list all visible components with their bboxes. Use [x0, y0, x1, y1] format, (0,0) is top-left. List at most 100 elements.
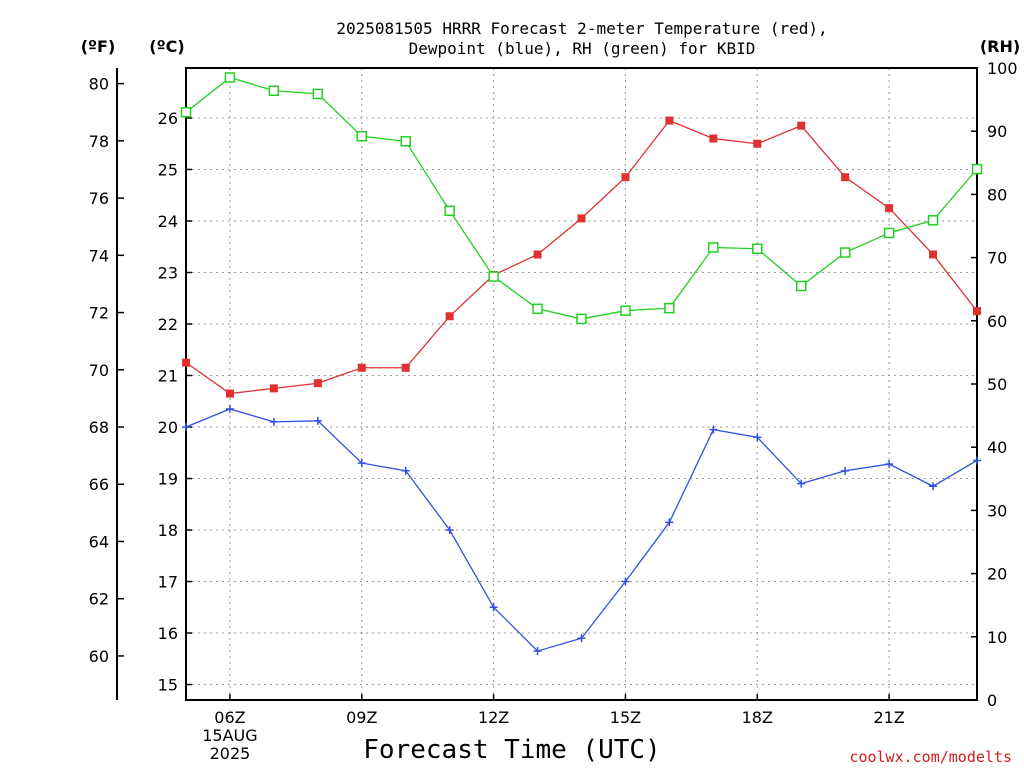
chart-title-line-1: 2025081505 HRRR Forecast 2-meter Tempera…: [336, 19, 827, 38]
data-point: [973, 456, 981, 465]
data-point: [533, 647, 542, 656]
celsius-tick-label: 21: [158, 367, 178, 386]
fahrenheit-tick-label: 68: [89, 418, 109, 437]
data-point: [313, 416, 322, 425]
data-point: [708, 242, 719, 253]
fahrenheit-tick-label: 80: [89, 75, 109, 94]
data-point: [356, 131, 368, 142]
series-temperature: [182, 116, 981, 398]
data-point: [445, 312, 454, 321]
series: [180, 72, 983, 656]
series-line: [185, 119, 978, 395]
x-tick-label: 15Z: [610, 708, 641, 727]
data-point: [753, 139, 762, 148]
data-point: [885, 204, 894, 213]
data-point: [841, 173, 850, 182]
celsius-tick-label: 23: [158, 263, 178, 282]
data-point: [577, 634, 586, 643]
data-point: [709, 134, 718, 143]
rh-tick-label: 0: [987, 691, 997, 710]
x-tick-label: 15AUG: [202, 726, 257, 745]
data-point: [839, 247, 851, 258]
rh-tick-label: 60: [987, 312, 1007, 331]
data-point: [797, 121, 806, 130]
x-tick-label: 21Z: [873, 708, 904, 727]
data-point: [444, 205, 455, 217]
chart-title-line-2: Dewpoint (blue), RH (green) for KBID: [409, 39, 756, 58]
series-dewpoint: [182, 404, 981, 656]
rh-tick-label: 100: [987, 59, 1018, 78]
data-point: [225, 404, 234, 413]
data-point: [577, 214, 586, 223]
x-tick-label: 2025: [210, 744, 251, 763]
data-point: [665, 116, 674, 125]
plot-frame: [185, 67, 978, 701]
data-point: [927, 215, 939, 226]
data-point: [929, 250, 938, 259]
data-point: [795, 280, 807, 292]
fahrenheit-tick-label: 66: [89, 475, 109, 494]
data-point: [269, 384, 278, 393]
fahrenheit-tick-label: 78: [89, 132, 109, 151]
celsius-tick-label: 17: [158, 573, 178, 592]
data-point: [313, 379, 322, 388]
data-point: [357, 363, 366, 372]
data-point: [753, 433, 762, 442]
data-point: [357, 459, 366, 468]
fahrenheit-tick-label: 76: [89, 189, 109, 208]
rh-tick-label: 90: [987, 122, 1007, 141]
series-line: [185, 76, 978, 320]
grid: [186, 68, 977, 700]
x-axis-title: Forecast Time (UTC): [363, 735, 660, 765]
credit-text: coolwx.com/modelts: [849, 748, 1012, 766]
data-point: [489, 603, 498, 612]
data-point: [180, 106, 192, 118]
data-point: [533, 250, 542, 259]
data-point: [400, 136, 411, 147]
x-tick-label: 09Z: [346, 708, 377, 727]
data-point: [488, 271, 499, 282]
data-point: [225, 389, 234, 398]
data-point: [182, 358, 190, 367]
fahrenheit-tick-label: 72: [89, 304, 109, 323]
x-tick-label: 06Z: [214, 708, 245, 727]
celsius-tick-label: 26: [158, 109, 178, 128]
celsius-tick-label: 25: [158, 160, 178, 179]
data-point: [841, 466, 850, 475]
data-point: [268, 85, 280, 97]
rh-tick-label: 10: [987, 628, 1007, 647]
rh-tick-label: 80: [987, 185, 1007, 204]
x-tick-label: 12Z: [478, 708, 509, 727]
data-point: [883, 227, 895, 239]
data-point: [885, 460, 894, 469]
rh-unit-label: (RH): [980, 37, 1020, 56]
celsius-tick-label: 20: [158, 418, 178, 437]
celsius-unit-label: (ºC): [149, 37, 184, 56]
data-point: [929, 482, 938, 491]
data-point: [269, 417, 278, 426]
fahrenheit-tick-label: 70: [89, 361, 109, 380]
data-point: [621, 577, 630, 586]
axes: 60 62 64 66 68 70 72 74 76 78 80 15 16 17 18 19 20 21 22 23…: [89, 59, 1018, 763]
x-tick-label: 18Z: [742, 708, 773, 727]
series-rh: [180, 72, 983, 325]
rh-tick-label: 40: [987, 438, 1007, 457]
chart-title: 2025081505 HRRR Forecast 2-meter Tempera…: [336, 19, 827, 58]
celsius-tick-label: 22: [158, 315, 178, 334]
rh-tick-label: 30: [987, 501, 1007, 520]
celsius-tick-label: 16: [158, 624, 178, 643]
celsius-tick-label: 24: [158, 212, 178, 231]
data-point: [532, 303, 543, 315]
celsius-tick-label: 15: [158, 676, 178, 695]
fahrenheit-tick-label: 62: [89, 590, 109, 609]
data-point: [752, 243, 763, 255]
data-point: [971, 163, 983, 175]
rh-tick-label: 70: [987, 249, 1007, 268]
data-point: [445, 526, 454, 535]
rh-tick-label: 20: [987, 565, 1007, 584]
data-point: [182, 423, 190, 432]
data-point: [312, 88, 324, 100]
data-point: [401, 363, 410, 372]
fahrenheit-tick-label: 60: [89, 647, 109, 666]
